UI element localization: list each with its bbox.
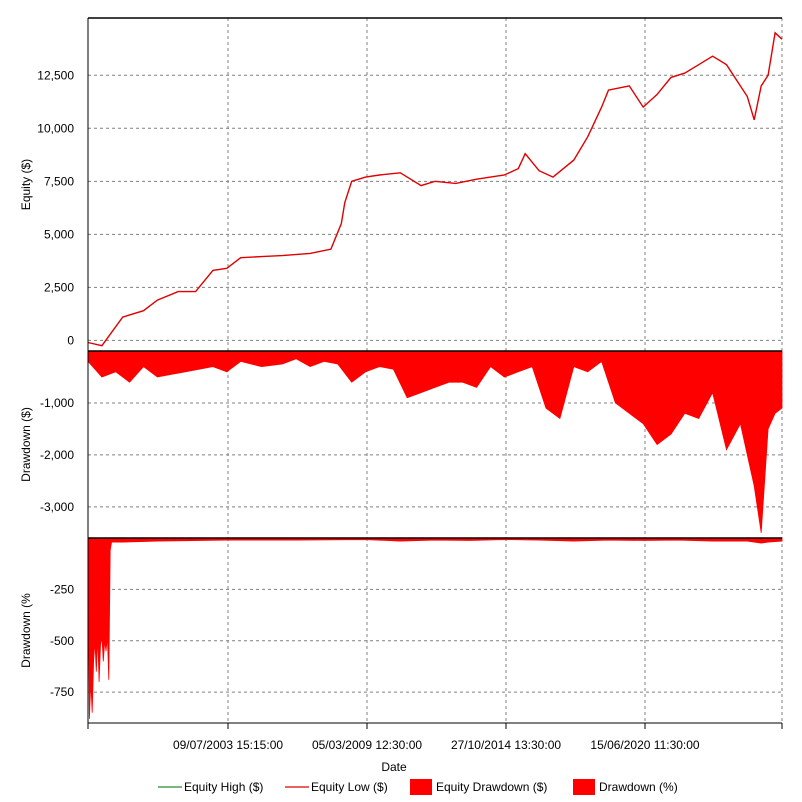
legend-label: Equity Drawdown ($)	[436, 780, 547, 794]
panel-2: -1,000 -2,000 -3,000 Drawdown ($)	[19, 350, 783, 538]
series-drawdown-area	[87, 537, 783, 719]
series-equity-low-line	[87, 31, 783, 347]
panel-3: -250 -500 -750 Drawdown (%	[19, 537, 783, 723]
y-tick-label: -750	[50, 685, 74, 699]
y-tick-label: 2,500	[44, 280, 74, 294]
legend-label: Equity High ($)	[184, 780, 263, 794]
x-tick-label: 09/07/2003 15:15:00	[173, 738, 283, 752]
y-tick-label: -500	[50, 634, 74, 648]
y-tick-label: -2,000	[40, 448, 74, 462]
y-tick-label: 0	[67, 333, 74, 347]
y-tick-label: 10,000	[37, 121, 74, 135]
x-tick-label: 27/10/2014 13:30:00	[451, 738, 561, 752]
y-tick-label: 5,000	[44, 227, 74, 241]
legend-swatch-box	[410, 779, 432, 795]
y-axis-title: Drawdown (%	[19, 593, 33, 668]
panel-1: 0 2,500 5,000 7,500 10,000 12,500 Equity ($)	[19, 17, 783, 351]
y-tick-label: 12,500	[37, 68, 74, 82]
y-tick-label: 7,500	[44, 174, 74, 188]
y-axis-title: Equity ($)	[19, 159, 33, 210]
y-tick-label: -3,000	[40, 500, 74, 514]
x-axis: Date 09/07/2003 15:15:00 05/03/2009 12:30…	[87, 722, 783, 774]
y-tick-label: -250	[50, 582, 74, 596]
x-axis-title: Date	[381, 760, 407, 774]
legend: Equity High ($) Equity Low ($) Equity Draw…	[158, 779, 678, 795]
series-drawdown-area	[87, 350, 783, 533]
x-tick-label: 05/03/2009 12:30:00	[312, 738, 422, 752]
y-axis-title: Drawdown ($)	[19, 407, 33, 482]
legend-swatch-box	[573, 779, 595, 795]
legend-label: Equity Low ($)	[311, 780, 388, 794]
y-tick-label: -1,000	[40, 396, 74, 410]
x-tick-label: 15/06/2020 11:30:00	[590, 738, 700, 752]
legend-label: Drawdown (%)	[599, 780, 678, 794]
chart-panels: 0 2,500 5,000 7,500 10,000 12,500 Equity ($) -1…	[19, 17, 783, 723]
